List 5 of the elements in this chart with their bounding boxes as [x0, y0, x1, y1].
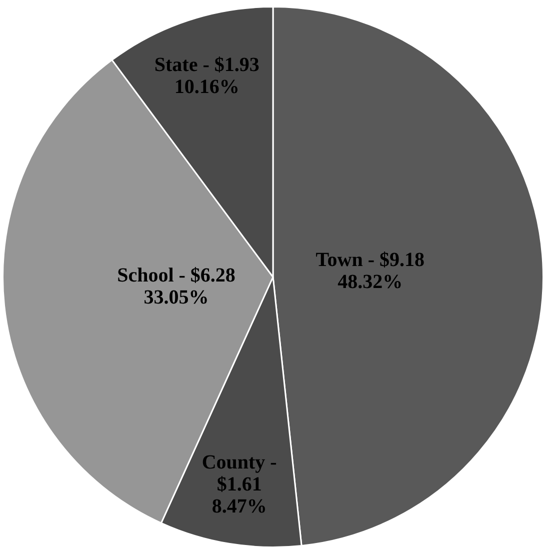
slice-label: School - $6.28 33.05% [117, 264, 236, 308]
slice-label: County - [202, 451, 277, 474]
slice-label: State - $1.93 10.16% [154, 54, 260, 98]
slice-label: Town - $9.18 48.32% [316, 249, 425, 294]
data-label: $1.61 8.47% [212, 473, 267, 518]
